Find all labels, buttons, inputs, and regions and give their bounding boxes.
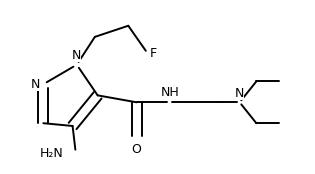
Text: N: N — [72, 49, 82, 62]
Text: H₂N: H₂N — [40, 147, 64, 160]
Text: F: F — [150, 47, 157, 60]
Text: N: N — [235, 86, 244, 100]
Text: N: N — [31, 78, 40, 91]
Text: NH: NH — [161, 86, 180, 99]
Text: O: O — [132, 143, 141, 156]
